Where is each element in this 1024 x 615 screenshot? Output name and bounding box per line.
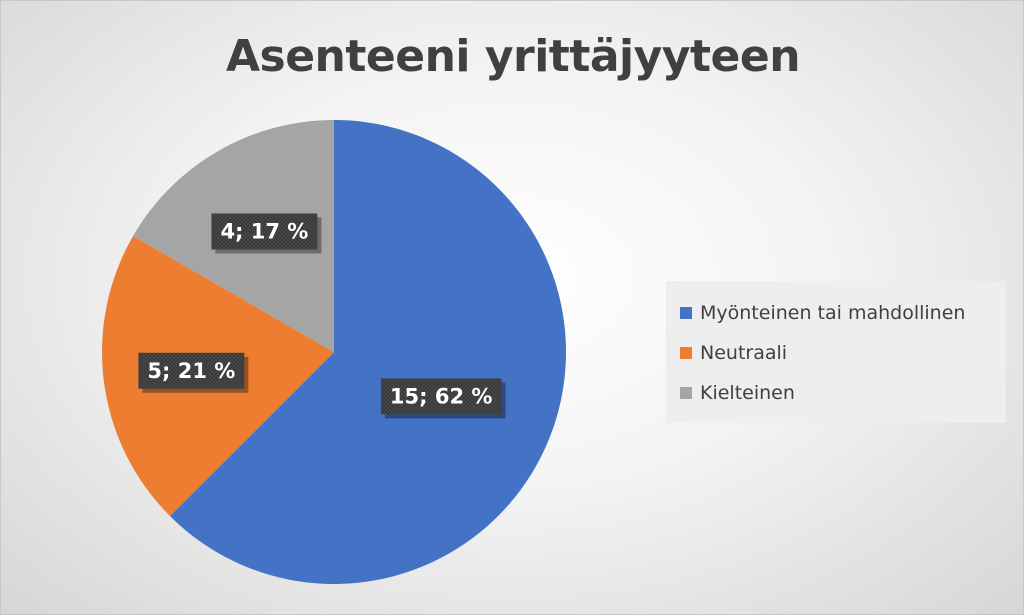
legend-item-myonteinen: Myönteinen tai mahdollinen [680,293,1006,333]
legend-label-neutraali: Neutraali [700,342,788,364]
legend-label-kielteinen: Kielteinen [700,382,795,404]
legend-item-kielteinen: Kielteinen [680,373,1006,413]
legend-swatch-myonteinen [680,307,692,319]
legend-label-myonteinen: Myönteinen tai mahdollinen [700,302,966,324]
data-label-text-2: 4; 17 % [220,219,308,243]
data-label-box-1 [138,352,245,389]
chart-title: Asenteeni yrittäjyyteen [225,31,801,82]
data-label-1: 5; 21 % [138,352,249,393]
legend-item-neutraali: Neutraali [680,333,1006,373]
data-label-box-0 [380,378,502,415]
data-label-2: 4; 17 % [211,213,322,254]
data-label-0: 15; 62 % [380,378,506,419]
legend-swatch-kielteinen [680,387,692,399]
legend-swatch-neutraali [680,347,692,359]
data-label-text-1: 5; 21 % [147,359,235,383]
data-label-text-0: 15; 62 % [390,384,493,408]
pie-slice-0 [169,120,566,584]
data-label-box-2 [211,213,318,250]
legend: Myönteinen tai mahdollinen Neutraali Kie… [666,281,1006,423]
